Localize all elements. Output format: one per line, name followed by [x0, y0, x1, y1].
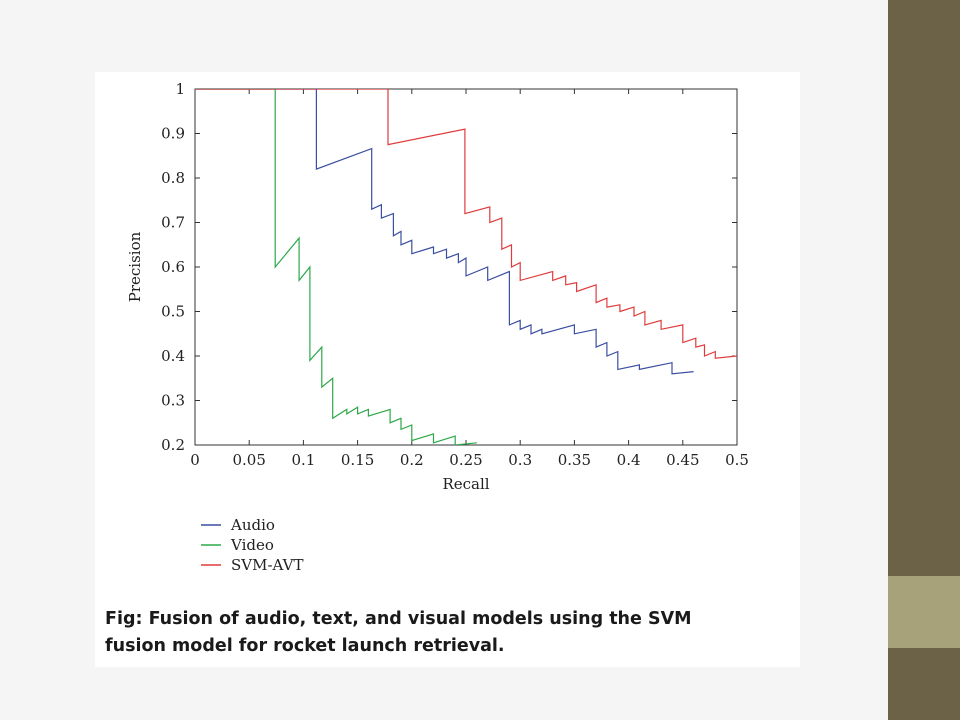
sidebar-middle-block — [888, 576, 960, 648]
legend-label: Video — [230, 536, 274, 554]
decorative-sidebar — [888, 0, 960, 720]
axes: 0 0.05 0.1 0.15 0.2 0.25 0.3 0.35 0.4 0.45 0.5 0.2 0… — [126, 80, 749, 493]
x-tick-label: 0.4 — [617, 451, 641, 469]
y-tick-label: 0.5 — [161, 303, 185, 321]
x-tick-label: 0.5 — [725, 451, 749, 469]
y-tick-label: 0.3 — [161, 392, 185, 410]
sidebar-top-block — [888, 0, 960, 576]
y-tick-label: 0.8 — [161, 169, 185, 187]
caption-line-1: Fig: Fusion of audio, text, and visual m… — [105, 609, 692, 629]
y-tick-label: 0.7 — [161, 214, 185, 232]
series-line-audio — [195, 89, 694, 375]
pr-chart: 0 0.05 0.1 0.15 0.2 0.25 0.3 0.35 0.4 0.45 0.5 0.2 0… — [126, 80, 749, 574]
x-tick-label: 0.1 — [291, 451, 315, 469]
x-tick-label: 0.3 — [508, 451, 532, 469]
x-tick-label: 0.15 — [341, 451, 374, 469]
y-tick-label: 1 — [175, 80, 185, 98]
x-tick-label: 0.2 — [400, 451, 424, 469]
caption-line-2: fusion model for rocket launch retrieval… — [105, 636, 505, 656]
x-axis-title: Recall — [442, 475, 489, 493]
y-tick-label: 0.2 — [161, 436, 185, 454]
figure-caption: Fig: Fusion of audio, text, and visual m… — [105, 606, 725, 660]
y-tick-label: 0.6 — [161, 258, 185, 276]
y-tick-label: 0.9 — [161, 125, 185, 143]
y-tick-label: 0.4 — [161, 347, 185, 365]
x-tick-label: 0.35 — [558, 451, 591, 469]
legend: Audio Video SVM-AVT — [201, 516, 303, 574]
x-tick-label: 0 — [190, 451, 200, 469]
legend-label: SVM-AVT — [231, 556, 303, 574]
x-tick-label: 0.05 — [232, 451, 265, 469]
legend-label: Audio — [230, 516, 275, 534]
y-axis-title: Precision — [126, 231, 144, 302]
x-tick-label: 0.45 — [666, 451, 699, 469]
series-line-video — [195, 89, 477, 445]
series-lines — [195, 89, 737, 445]
figure-panel: 0 0.05 0.1 0.15 0.2 0.25 0.3 0.35 0.4 0.45 0.5 0.2 0… — [95, 72, 800, 667]
x-tick-label: 0.25 — [449, 451, 482, 469]
sidebar-bottom-block — [888, 648, 960, 720]
series-line-svm-avt — [195, 89, 737, 359]
